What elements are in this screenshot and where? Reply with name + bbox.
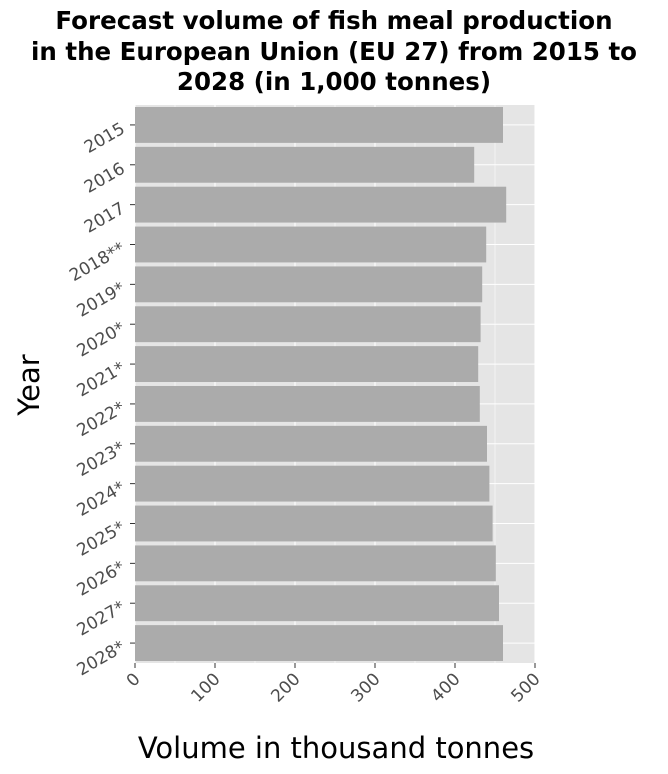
y-tick-label: 2017 — [81, 199, 128, 238]
chart-title: Forecast volume of fish meal production … — [0, 6, 668, 98]
x-axis-label: Volume in thousand tonnes — [138, 731, 534, 765]
y-tick-label: 2021* — [74, 358, 129, 401]
chart-title-line-1: Forecast volume of fish meal production — [55, 6, 613, 35]
y-tick-label: 2019* — [74, 278, 129, 321]
bar-2020* — [135, 306, 481, 343]
y-tick-label: 2028* — [74, 637, 129, 680]
y-axis: 2015201620172018**2019*2020*2021*2022*20… — [66, 119, 135, 680]
bar-2028* — [135, 625, 503, 662]
bar-2015 — [135, 106, 503, 143]
x-axis: 0 100 200 300 400 500 — [123, 663, 545, 706]
y-tick-label: 2022* — [74, 398, 129, 441]
bar-2027* — [135, 585, 499, 622]
x-tick-label: 300 — [347, 669, 384, 706]
y-tick-label: 2024* — [74, 478, 129, 521]
bar-2026* — [135, 545, 496, 582]
bar-2025* — [135, 505, 493, 542]
bars — [135, 106, 507, 662]
y-tick-label: 2015 — [81, 119, 128, 158]
x-tick-label: 100 — [187, 669, 224, 706]
y-tick-label: 2027* — [74, 597, 129, 640]
bar-2021* — [135, 346, 479, 383]
y-tick-label: 2020* — [74, 318, 129, 361]
bar-2022* — [135, 385, 480, 422]
bar-2017 — [135, 186, 507, 223]
chart-title-line-2: in the European Union (EU 27) from 2015 … — [30, 36, 638, 66]
y-tick-label: 2018** — [66, 239, 128, 286]
x-tick-label: 400 — [427, 669, 464, 706]
bar-2019* — [135, 266, 483, 303]
x-tick-label: 500 — [507, 669, 544, 706]
y-tick-label: 2016 — [81, 159, 128, 198]
x-tick-label: 0 — [123, 669, 145, 691]
bar-2023* — [135, 425, 487, 462]
bar-2018** — [135, 226, 487, 263]
x-tick-label: 200 — [267, 669, 304, 706]
y-tick-label: 2023* — [74, 438, 129, 481]
bar-2016 — [135, 146, 475, 183]
chart-title-line-3: 2028 (in 1,000 tonnes) — [176, 67, 492, 96]
y-axis-label: Year — [12, 354, 46, 416]
y-tick-label: 2026* — [74, 557, 129, 600]
bar-2024* — [135, 465, 490, 502]
y-tick-label: 2025* — [74, 518, 129, 561]
